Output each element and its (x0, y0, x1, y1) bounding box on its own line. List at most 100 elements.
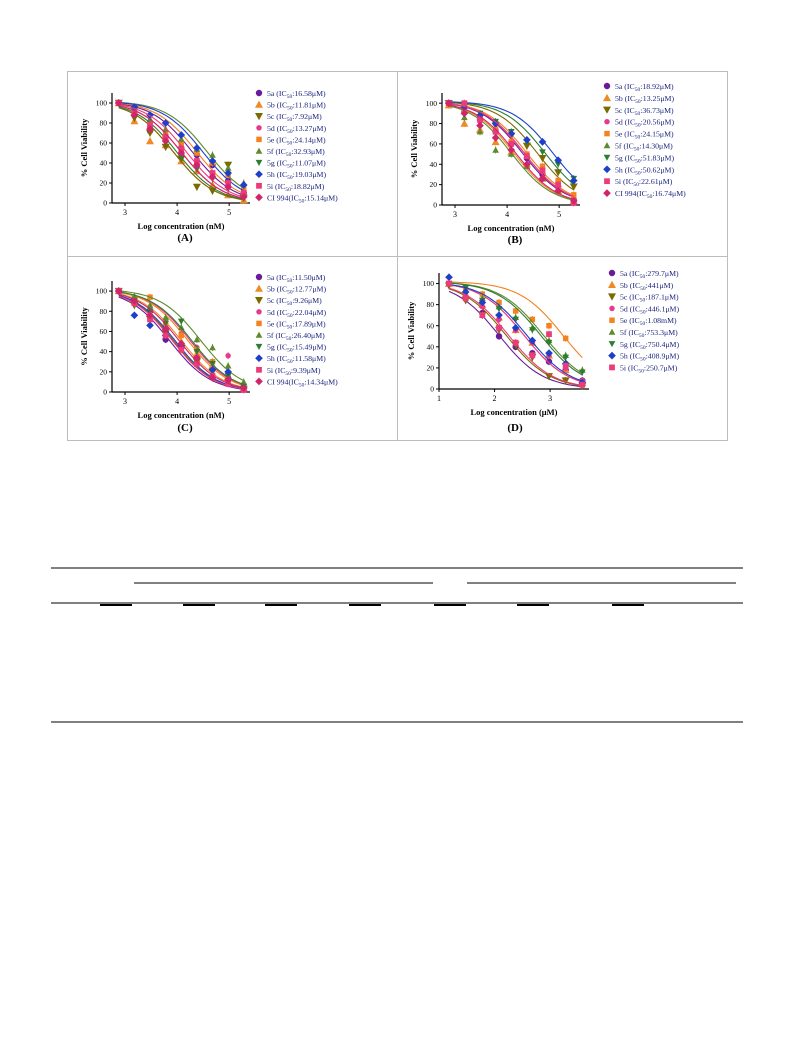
data-point-5h (130, 311, 139, 320)
legend-label-suffix: :753.3μM) (644, 328, 678, 337)
y-tick-label: 40 (427, 342, 435, 351)
legend-label-prefix: 5c (IC (267, 296, 287, 305)
legend-label-prefix: CI 994(IC (267, 193, 299, 202)
legend-marker-5e (609, 317, 615, 323)
panel-content: 0 20 40 60 80 100 1 2 3 Log concentration (μM) % C… (406, 269, 679, 434)
legend-label-5f: 5f (IC50:14.30μM) (615, 142, 673, 153)
data-point-5h (495, 311, 503, 320)
legend-label-prefix: 5h (IC (615, 165, 635, 174)
legend-marker-5c (608, 293, 616, 301)
panel-label: (A) (177, 232, 193, 244)
data-point-5g (193, 348, 201, 355)
legend-label-suffix: :187.1μM) (645, 293, 679, 302)
legend-label-prefix: 5f (IC (620, 328, 639, 337)
legend-label-suffix: :15.49μM) (293, 343, 327, 352)
data-point-5e (241, 186, 247, 192)
legend-label-5h: 5h (IC50:50.62μM) (615, 165, 674, 176)
data-point-5g (495, 306, 503, 313)
data-point-CI994 (193, 161, 201, 169)
legend-label-suffix: :16.58μM) (292, 89, 326, 98)
legend-label-prefix: 5e (IC (267, 319, 287, 328)
data-point-5e (529, 316, 536, 323)
y-tick-label: 100 (96, 99, 108, 108)
y-axis-label: % Cell Viability (406, 301, 416, 360)
x-tick-label: 5 (557, 210, 561, 219)
legend-label-5a: 5a (IC50:279.7μM) (620, 269, 679, 280)
legend-marker-5i (609, 364, 615, 371)
legend-label-prefix: 5d (IC (615, 118, 635, 127)
legend-label-suffix: :17.89μM) (292, 319, 326, 328)
legend-label-subscript: 50 (287, 278, 293, 284)
legend-label-prefix: 5a (IC (267, 273, 287, 282)
legend-marker-5b (608, 280, 616, 288)
legend-label-suffix: :446.1μM) (646, 304, 680, 313)
data-point-CI994 (146, 311, 154, 320)
y-tick-label: 40 (430, 160, 438, 169)
y-tick-label: 40 (100, 159, 108, 168)
legend-marker-5e (256, 136, 262, 143)
series-curve-5e (448, 281, 583, 358)
legend-marker-5g (603, 154, 611, 161)
legend-label-suffix: :36.73μM) (640, 106, 674, 115)
legend-label-subscript: 50 (287, 313, 293, 319)
y-axis-label: % Cell Viability (409, 119, 419, 178)
legend-label-subscript: 50 (633, 182, 639, 188)
legend-marker-5i (256, 182, 262, 189)
data-point-5i (147, 316, 153, 323)
legend-label-suffix: :14.34μM) (304, 377, 338, 386)
data-point-5f (492, 146, 499, 153)
legend-marker-5d (256, 309, 262, 315)
legend-label-subscript: 50 (286, 336, 292, 342)
data-point-5g (209, 361, 216, 368)
data-point-CI994 (177, 149, 186, 157)
legend-label-5a: 5a (IC50:16.58μM) (267, 89, 326, 100)
data-point-5h (177, 131, 186, 139)
data-point-5h (161, 119, 170, 127)
legend-marker-5a (255, 273, 263, 281)
legend-label-subscript: 50 (287, 324, 293, 330)
data-point-5e (178, 332, 184, 339)
legend-marker-CI994 (255, 377, 263, 386)
y-tick-label: 40 (100, 347, 108, 356)
legend-label-prefix: CI 994(IC (267, 377, 299, 386)
legend-marker-5f (255, 147, 263, 154)
legend-label-prefix: 5c (IC (615, 106, 635, 115)
y-tick-label: 20 (100, 179, 108, 188)
legend-label-5e: 5e (IC50:1.08mM) (620, 316, 677, 327)
data-point-5b (460, 119, 469, 127)
legend-label-5h: 5h (IC50:19.03μM) (267, 170, 326, 181)
legend-label-5c: 5c (IC50:7.92μM) (267, 112, 322, 123)
legend-label-prefix: 5f (IC (267, 331, 286, 340)
legend-marker-CI994 (603, 189, 611, 197)
legend-label-prefix: 5i (IC (620, 363, 638, 372)
legend-marker-5g (255, 159, 263, 166)
series-curve-5h (448, 101, 575, 178)
legend-label-suffix: :18.82μM) (291, 182, 325, 191)
legend-marker-5h (603, 165, 611, 174)
legend-label-suffix: :51.83μM) (641, 153, 675, 162)
data-point-5c (192, 183, 201, 191)
data-point-5c (569, 183, 578, 191)
legend-label-5d: 5d (IC50:13.27μM) (267, 124, 326, 135)
legend-label-subscript: 50 (287, 140, 293, 146)
series-curve-5c (448, 101, 575, 191)
legend-label-suffix: :250.7μM) (644, 363, 678, 372)
legend-label-5a: 5a (IC50:18.92μM) (615, 82, 674, 93)
x-tick-label: 3 (548, 394, 552, 403)
legend-label-prefix: 5a (IC (615, 82, 635, 91)
legend-label-prefix: 5d (IC (267, 308, 287, 317)
legend-label-subscript: 50 (638, 368, 644, 374)
legend-label-5g: 5g (IC50:11.07μM) (267, 159, 326, 170)
legend-label-suffix: :24.14μM) (292, 135, 326, 144)
data-point-CI994 (239, 193, 248, 201)
data-point-5d (225, 352, 231, 359)
data-point-CI994 (114, 99, 123, 107)
legend-label-subscript: 50 (287, 175, 293, 181)
legend-label-prefix: 5b (IC (620, 281, 640, 290)
legend-label-subscript: 50 (299, 198, 305, 204)
legend-label-5e: 5e (IC50:17.89μM) (267, 319, 326, 330)
legend-label-5h: 5h (IC50:408.9μM) (620, 352, 679, 363)
data-point-5i (194, 360, 200, 367)
legend-label-subscript: 50 (635, 87, 641, 93)
legend-label-subscript: 50 (287, 117, 293, 123)
